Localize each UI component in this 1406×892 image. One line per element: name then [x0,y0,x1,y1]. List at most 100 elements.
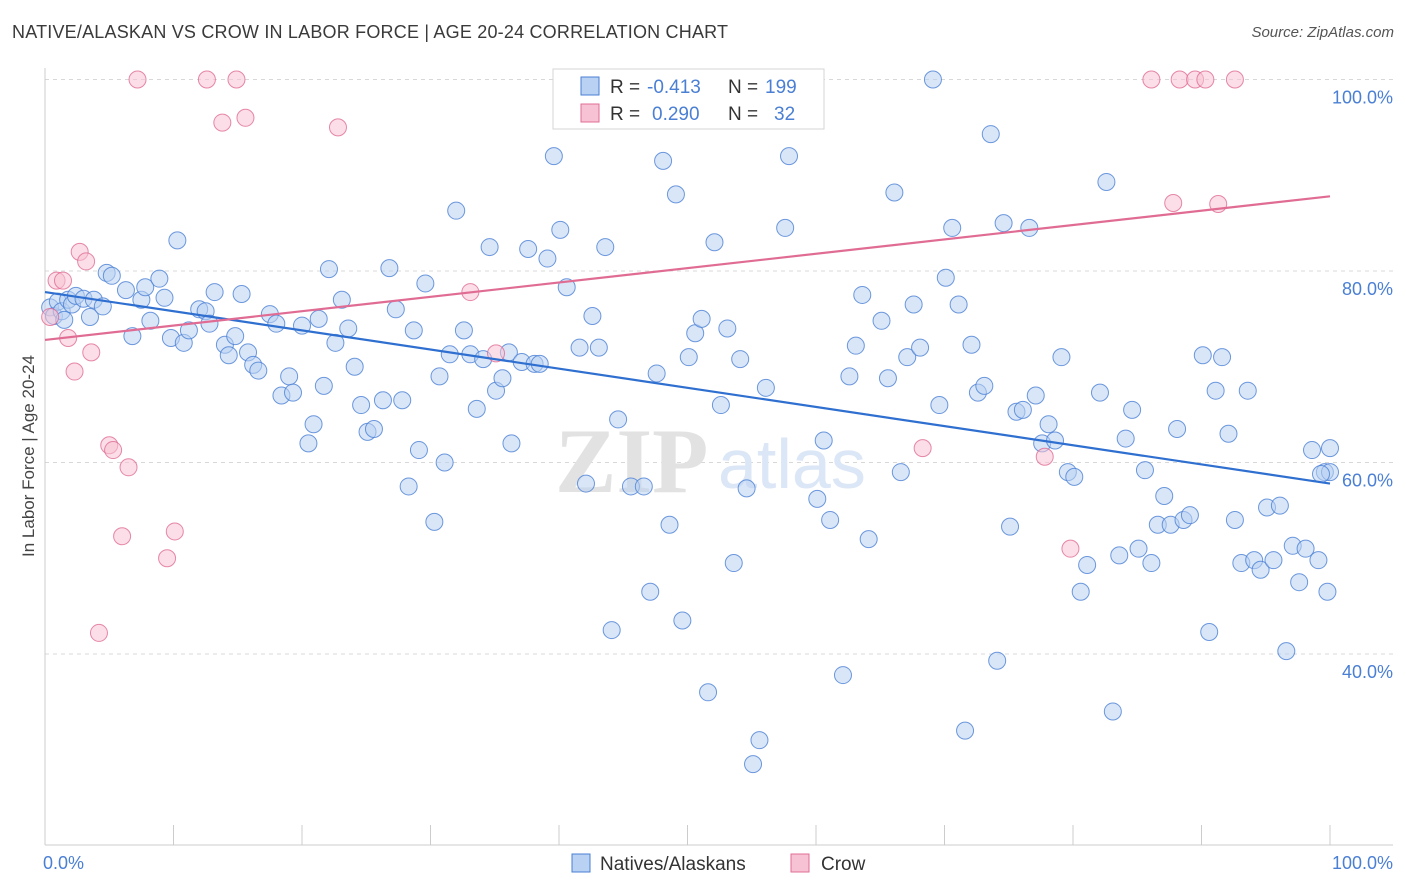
point-natives-alaskans [821,510,840,529]
point-natives-alaskans [1116,429,1135,448]
point-natives-alaskans [750,731,769,750]
point-natives-alaskans [1193,346,1212,365]
point-natives-alaskans [1303,441,1322,460]
point-natives-alaskans [219,346,238,365]
point-natives-alaskans [923,70,942,89]
point-natives-alaskans [936,268,955,287]
point-natives-alaskans [1309,551,1328,570]
point-crow [1164,194,1183,213]
stats-r-label-1: R = [610,77,640,98]
point-natives-alaskans [1225,510,1244,529]
legend-label-crow: Crow [821,854,866,875]
stats-swatch-blue [580,76,600,96]
point-natives-alaskans [319,260,338,279]
point-natives-alaskans [1312,464,1331,483]
point-crow [119,458,138,477]
stats-box: R = -0.413 N = 199 R = 0.290 N = 32 [552,68,825,130]
point-natives-alaskans [339,319,358,338]
point-crow [197,70,216,89]
point-natives-alaskans [232,284,251,303]
chart-title: NATIVE/ALASKAN VS CROW IN LABOR FORCE | … [12,22,729,42]
point-crow [158,549,177,568]
point-natives-alaskans [399,477,418,496]
y-tick-label: 60.0% [1342,471,1393,491]
point-natives-alaskans [1090,383,1109,402]
point-natives-alaskans [309,309,328,328]
point-natives-alaskans [1001,517,1020,536]
point-natives-alaskans [1039,415,1058,434]
point-crow [41,307,60,326]
point-natives-alaskans [519,239,538,258]
trendline-natives-alaskans [44,290,1331,485]
stats-n-label-2: N = [728,104,758,125]
point-natives-alaskans [1052,348,1071,367]
point-natives-alaskans [1155,487,1174,506]
point-natives-alaskans [1020,218,1039,237]
y-tick-label: 80.0% [1342,279,1393,299]
axes [44,68,1393,846]
point-natives-alaskans [416,274,435,293]
point-natives-alaskans [447,201,466,220]
point-natives-alaskans [859,530,878,549]
y-tick-label: 100.0% [1332,88,1393,108]
point-natives-alaskans [975,376,994,395]
stats-r-value-2: 0.290 [652,104,700,125]
point-crow [128,70,147,89]
point-natives-alaskans [299,434,318,453]
point-crow [1035,447,1054,466]
legend: Natives/Alaskans Crow [571,853,866,875]
x-tick-label-max: 100.0% [1332,853,1393,873]
source-label: Source: ZipAtlas.com [1251,24,1394,41]
stats-r-label-2: R = [610,104,640,125]
point-natives-alaskans [435,453,454,472]
point-natives-alaskans [179,321,198,340]
point-natives-alaskans [904,295,923,314]
point-natives-alaskans [304,415,323,434]
point-natives-alaskans [705,233,724,252]
point-natives-alaskans [780,147,799,166]
point-natives-alaskans [994,214,1013,233]
point-crow [1196,70,1215,89]
point-natives-alaskans [679,348,698,367]
point-natives-alaskans [551,220,570,239]
point-natives-alaskans [380,259,399,278]
point-natives-alaskans [853,285,872,304]
point-natives-alaskans [744,755,763,774]
point-crow [913,439,932,458]
point-natives-alaskans [602,621,621,640]
point-natives-alaskans [589,338,608,357]
point-natives-alaskans [833,666,852,685]
point-crow [236,108,255,127]
point-natives-alaskans [1103,702,1122,721]
point-natives-alaskans [1213,348,1232,367]
point-natives-alaskans [1180,506,1199,525]
point-natives-alaskans [404,321,423,340]
point-natives-alaskans [1200,622,1219,641]
point-natives-alaskans [1065,467,1084,486]
point-natives-alaskans [1078,555,1097,574]
point-natives-alaskans [1168,419,1187,438]
point-natives-alaskans [480,238,499,257]
point-natives-alaskans [673,611,692,630]
point-natives-alaskans [467,399,486,418]
point-natives-alaskans [80,307,99,326]
point-natives-alaskans [609,410,628,429]
point-natives-alaskans [1296,539,1315,558]
point-crow [1061,539,1080,558]
point-natives-alaskans [570,338,589,357]
point-natives-alaskans [364,419,383,438]
point-natives-alaskans [576,474,595,493]
point-natives-alaskans [731,350,750,369]
point-natives-alaskans [393,391,412,410]
point-natives-alaskans [454,321,473,340]
point-crow [213,113,232,132]
point-natives-alaskans [1142,554,1161,573]
point-crow [165,522,184,541]
point-natives-alaskans [102,266,121,285]
point-natives-alaskans [425,512,444,531]
point-natives-alaskans [1110,546,1129,565]
point-natives-alaskans [808,489,827,508]
point-natives-alaskans [1013,400,1032,419]
x-tick-label-min: 0.0% [43,853,84,873]
